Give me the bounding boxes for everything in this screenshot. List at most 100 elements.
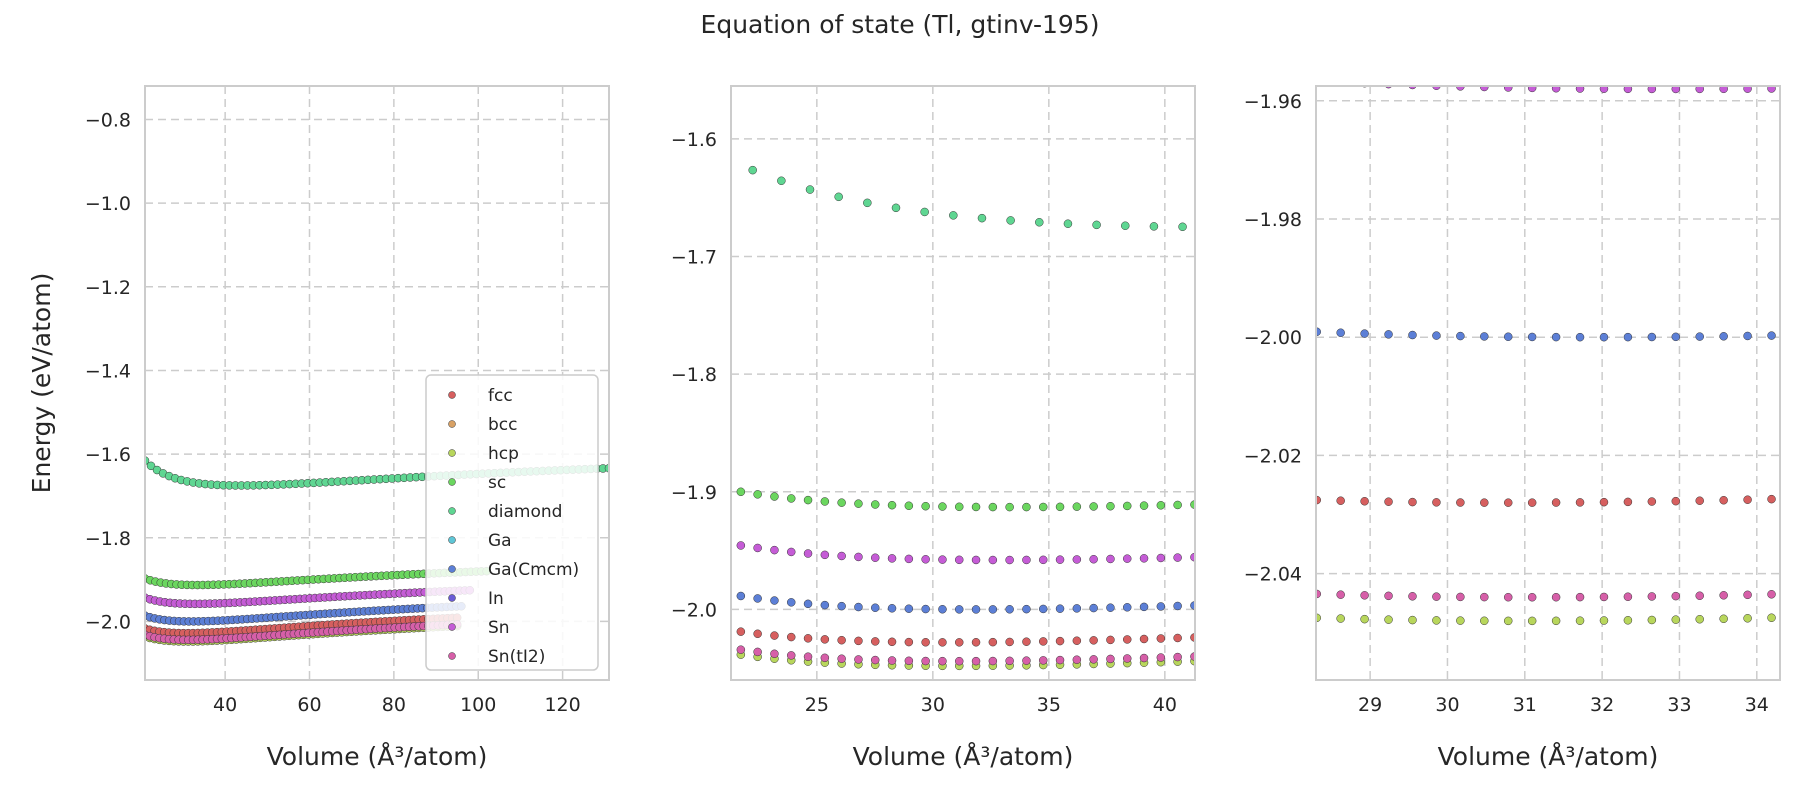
data-point: [1527, 498, 1537, 507]
data-point: [736, 645, 746, 654]
data-point: [971, 656, 981, 666]
y-tick-label: −1.4: [85, 360, 131, 382]
data-point: [1173, 633, 1182, 643]
data-point: [1503, 86, 1513, 92]
data-point: [1038, 502, 1048, 512]
data-point: [1005, 656, 1014, 666]
legend-marker: [448, 478, 456, 486]
data-point: [938, 656, 947, 666]
data-point: [1647, 86, 1657, 94]
data-point: [1671, 332, 1681, 342]
data-point: [887, 604, 897, 613]
data-point: [1336, 496, 1345, 505]
data-point: [1055, 555, 1065, 564]
data-point: [1121, 221, 1130, 230]
data-point: [1173, 601, 1182, 611]
x-tick-label: 25: [805, 694, 829, 716]
data-point: [891, 203, 901, 213]
data-point: [870, 655, 880, 665]
data-point: [1408, 86, 1417, 90]
data-point: [1647, 592, 1657, 601]
data-point: [837, 635, 846, 645]
y-tick-label: −1.0: [85, 193, 131, 215]
legend-marker: [448, 507, 456, 515]
y-tick-label: −1.7: [671, 247, 717, 269]
legend-entry-fcc: fcc: [448, 386, 513, 406]
data-point: [1647, 332, 1657, 342]
data-point: [736, 487, 746, 497]
data-point: [820, 550, 830, 560]
legend-entry-sn: Sn: [448, 618, 510, 638]
data-point: [1575, 616, 1585, 625]
legend-label: In: [488, 589, 504, 609]
series-diamond: [748, 165, 1187, 232]
data-point: [854, 552, 863, 562]
data-point: [854, 602, 863, 612]
data-point: [1122, 501, 1132, 511]
data-point: [904, 656, 914, 666]
data-point: [870, 553, 880, 562]
data-point: [1432, 616, 1441, 625]
data-point: [720, 589, 728, 597]
data-point: [988, 555, 998, 565]
data-point: [904, 637, 914, 647]
data-point: [803, 634, 813, 643]
data-point: [1503, 332, 1513, 341]
data-point: [1791, 590, 1799, 598]
data-point: [1072, 502, 1082, 511]
data-point: [1527, 332, 1537, 342]
data-point: [1089, 636, 1098, 645]
y-tick-label: −2.0: [85, 611, 131, 633]
data-point: [834, 192, 843, 202]
data-point: [938, 502, 947, 511]
data-point: [1005, 605, 1014, 614]
series-ga-cmcm: [1316, 327, 1776, 342]
series-sn-ti2: [1289, 589, 1799, 602]
x-tick-label: 31: [1513, 694, 1537, 716]
data-point: [1139, 602, 1149, 612]
y-tick-label: −1.8: [85, 528, 131, 550]
x-tick-label: 35: [1037, 694, 1061, 716]
data-point: [904, 554, 914, 564]
data-point: [720, 485, 728, 493]
data-point: [971, 502, 981, 512]
data-point: [954, 638, 964, 647]
data-point: [803, 652, 813, 661]
data-point: [870, 500, 880, 509]
data-point: [837, 551, 846, 561]
data-point: [1575, 86, 1585, 93]
data-point: [988, 502, 998, 512]
data-point: [1551, 332, 1561, 342]
y-axis-label: Energy (eV/atom): [27, 273, 56, 494]
series-sc: [720, 485, 1195, 512]
data-point: [1623, 592, 1633, 601]
data-point: [971, 555, 981, 565]
data-point: [938, 555, 947, 564]
data-point: [1336, 614, 1345, 623]
y-tick-label: −2.00: [1244, 327, 1302, 349]
data-point: [954, 502, 964, 512]
data-point: [954, 656, 964, 666]
data-point: [1055, 655, 1065, 665]
legend-marker: [448, 565, 456, 573]
data-point: [1035, 218, 1044, 227]
series-ga-cmcm: [720, 589, 1195, 614]
data-point: [1139, 554, 1149, 563]
data-point: [1503, 592, 1513, 602]
x-tick-label: 29: [1358, 694, 1382, 716]
data-point: [1106, 603, 1115, 612]
data-point: [1173, 500, 1182, 510]
data-point: [1480, 332, 1489, 341]
y-tick-label: −0.8: [85, 109, 131, 131]
data-point: [720, 539, 728, 547]
data-point: [820, 497, 830, 506]
data-point: [1122, 654, 1132, 663]
legend-marker: [448, 623, 456, 631]
data-point: [1289, 495, 1297, 503]
legend-label: Sn: [488, 618, 510, 638]
data-point: [1289, 589, 1297, 597]
data-point: [1384, 330, 1393, 339]
data-point: [146, 461, 156, 471]
data-points: [720, 165, 1195, 671]
